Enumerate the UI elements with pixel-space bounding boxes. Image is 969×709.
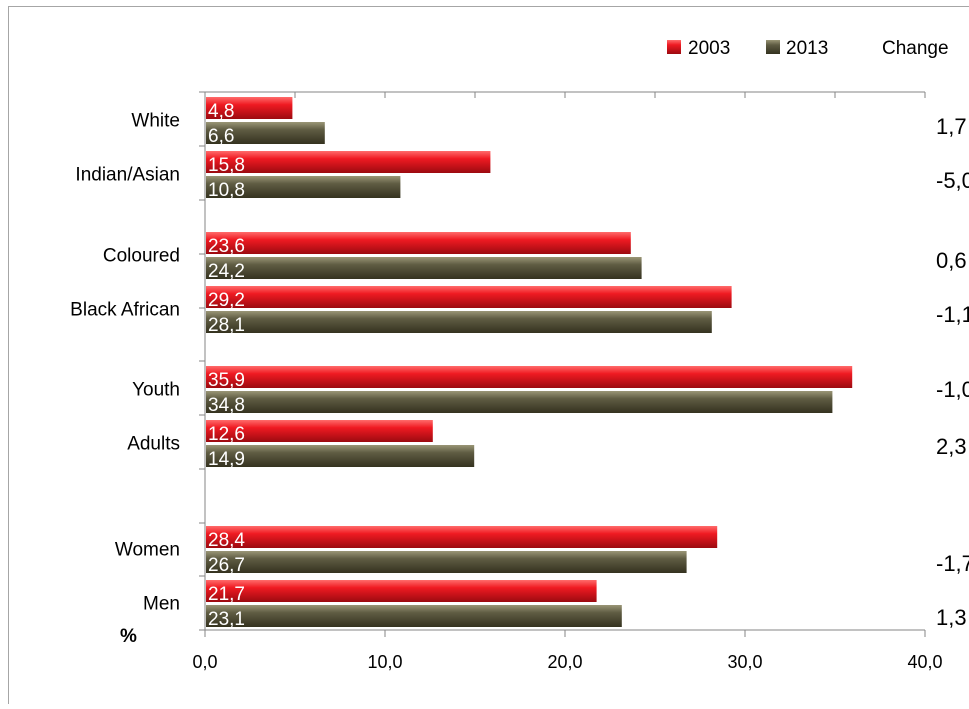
bar-value-label: 10,8 xyxy=(208,180,245,201)
bar-value-label: 23,1 xyxy=(208,609,245,630)
bar-value-label: 26,7 xyxy=(208,555,245,576)
x-tick-label: 10,0 xyxy=(367,652,402,672)
bar-2003 xyxy=(206,526,717,548)
bar-2003 xyxy=(206,366,852,388)
legend: 2003 2013 Change xyxy=(667,38,949,59)
change-value-label: 0,6 xyxy=(936,248,967,273)
change-value-label: 2,3 xyxy=(936,434,967,459)
bar-2013 xyxy=(206,257,642,279)
bar-value-label: 28,4 xyxy=(208,530,245,551)
category-label: Adults xyxy=(127,434,180,455)
bar-value-label: 12,6 xyxy=(208,424,245,445)
bar-value-label: 15,8 xyxy=(208,155,245,176)
legend-swatch-2013 xyxy=(766,40,780,54)
bar-value-label: 34,8 xyxy=(208,395,245,416)
x-tick-label: 40,0 xyxy=(907,652,942,672)
category-label: Men xyxy=(143,594,180,615)
legend-swatch-2003 xyxy=(667,40,681,54)
category-label: Women xyxy=(115,540,180,561)
bar-value-label: 23,6 xyxy=(208,236,245,257)
x-axis-ticks: 0,0 10,0 20,0 30,0 40,0 xyxy=(192,630,942,672)
bar-value-label: 4,8 xyxy=(208,101,234,122)
bars: 4,8 6,6 15,8 10,8 23,6 24,2 29,2 28,1 35,9 34,8 12… xyxy=(206,97,852,630)
bar-value-label: 29,2 xyxy=(208,290,245,311)
change-value-label: 1,3 xyxy=(936,605,967,630)
bar-value-label: 28,1 xyxy=(208,315,245,336)
bar-2013 xyxy=(206,445,474,467)
bar-value-label: 24,2 xyxy=(208,261,245,282)
bar-2013 xyxy=(206,551,687,573)
category-label: Indian/Asian xyxy=(75,165,180,186)
x-tick-label: 0,0 xyxy=(192,652,217,672)
bar-2003 xyxy=(206,580,597,602)
change-value-label: -1,7 xyxy=(936,551,969,576)
bar-value-label: 14,9 xyxy=(208,449,245,470)
category-label: Coloured xyxy=(103,246,180,267)
bar-2013 xyxy=(206,391,832,413)
category-label: White xyxy=(131,111,180,132)
bar-2003 xyxy=(206,286,732,308)
top-axis-ticks xyxy=(205,92,925,98)
bar-2003 xyxy=(206,151,490,173)
change-value-label: -1,1 xyxy=(936,302,969,327)
change-value-label: -5,0 xyxy=(936,168,969,193)
change-value-label: -1,0 xyxy=(936,377,969,402)
change-labels: 1,7 -5,0 0,6 -1,1 -1,0 2,3 -1,7 1,3 xyxy=(936,114,969,630)
legend-label-2003: 2003 xyxy=(688,38,730,59)
category-label: Youth xyxy=(132,380,180,401)
change-value-label: 1,7 xyxy=(936,114,967,139)
y-axis-ticks xyxy=(199,92,205,630)
x-axis-unit-label: % xyxy=(120,626,137,647)
x-tick-label: 20,0 xyxy=(547,652,582,672)
legend-label-2013: 2013 xyxy=(786,38,828,59)
bar-2013 xyxy=(206,311,712,333)
bar-value-label: 6,6 xyxy=(208,126,234,147)
x-tick-label: 30,0 xyxy=(727,652,762,672)
bar-value-label: 35,9 xyxy=(208,370,245,391)
legend-change-label: Change xyxy=(882,38,949,59)
category-labels: White Indian/Asian Coloured Black African Yo… xyxy=(70,111,180,615)
bar-value-label: 21,7 xyxy=(208,584,245,605)
bar-2003 xyxy=(206,232,631,254)
category-label: Black African xyxy=(70,300,180,321)
bar-2013 xyxy=(206,605,622,627)
